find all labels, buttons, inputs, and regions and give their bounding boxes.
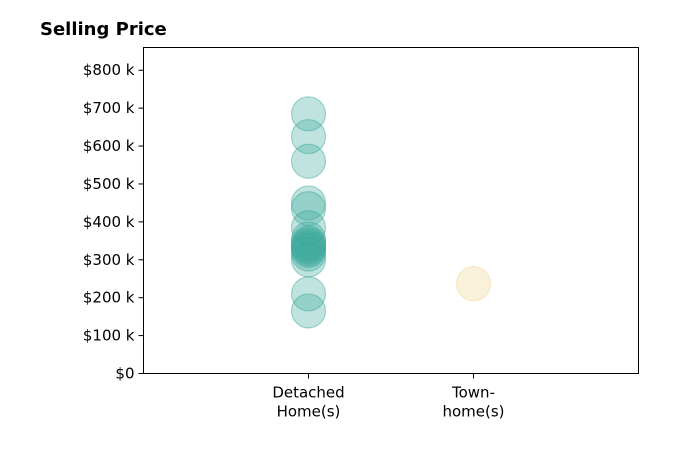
y-tick-label: $700 k (83, 99, 135, 117)
x-tick-label: Town- (451, 384, 495, 402)
data-point (290, 209, 327, 246)
data-point (290, 236, 327, 272)
data-point (290, 191, 327, 227)
y-tick-label: $500 k (83, 175, 135, 193)
plot-area-frame (143, 47, 639, 374)
data-point (290, 227, 327, 263)
data-point (290, 232, 327, 268)
chart-marks (290, 96, 492, 329)
data-point (455, 266, 492, 302)
x-tick-label: Detached (272, 384, 344, 402)
data-point (290, 118, 327, 155)
data-point (290, 143, 327, 179)
data-point (290, 221, 327, 257)
y-tick-label: $400 k (83, 213, 135, 231)
data-point (290, 225, 327, 261)
data-point (290, 276, 327, 312)
data-point (290, 230, 327, 267)
x-tick-label: home(s) (442, 403, 504, 421)
data-point (290, 242, 327, 278)
data-point (290, 96, 327, 132)
y-tick-label: $100 k (83, 327, 135, 345)
y-tick-label: $0 (115, 365, 134, 383)
chart-title: Selling Price (40, 19, 167, 40)
data-point (290, 228, 327, 265)
data-point (290, 185, 327, 221)
y-tick-label: $800 k (83, 61, 135, 79)
data-point (290, 293, 327, 329)
y-tick-label: $200 k (83, 289, 135, 307)
y-tick-label: $300 k (83, 251, 135, 269)
x-tick-label: Home(s) (277, 403, 341, 421)
y-axis: $0 $100 k $200 k $300 k $400 k $500 k $600 k $7… (83, 61, 144, 383)
y-tick-label: $600 k (83, 137, 135, 155)
